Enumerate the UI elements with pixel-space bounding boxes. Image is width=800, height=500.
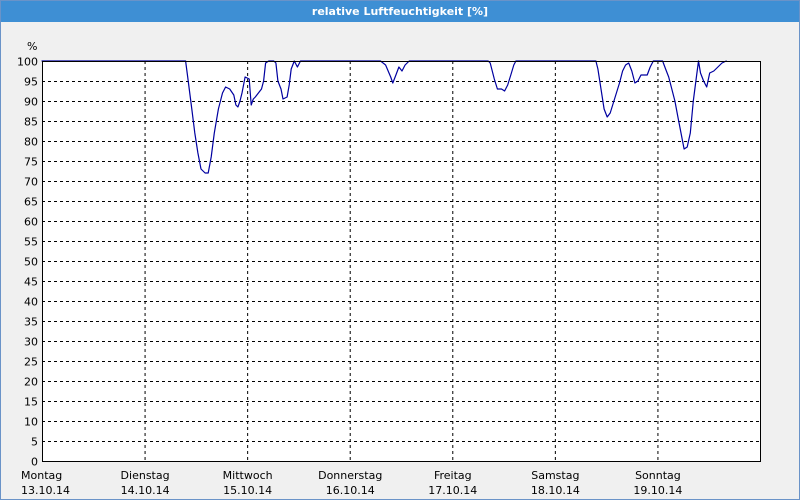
x-tick-date: 19.10.14 <box>633 484 682 497</box>
y-tick-label: 20 <box>24 376 38 389</box>
x-tick-date: 14.10.14 <box>121 484 170 497</box>
y-tick-label: 25 <box>24 356 38 369</box>
x-tick-weekday: Freitag <box>434 469 472 482</box>
y-tick-label: 5 <box>31 436 38 449</box>
x-tick-date: 13.10.14 <box>21 484 70 497</box>
x-tick-weekday: Samstag <box>531 469 579 482</box>
y-tick-label: 40 <box>24 296 38 309</box>
y-tick-label: 50 <box>24 256 38 269</box>
y-tick-label: 75 <box>24 156 38 169</box>
y-tick-label: 30 <box>24 336 38 349</box>
y-tick-label: 35 <box>24 316 38 329</box>
y-tick-label: 80 <box>24 136 38 149</box>
y-tick-label: 10 <box>24 416 38 429</box>
x-tick-weekday: Dienstag <box>121 469 170 482</box>
y-tick-label: 85 <box>24 116 38 129</box>
y-tick-label: 100 <box>17 56 38 69</box>
humidity-line-chart: 0 5 10 15 20 25 30 35 40 45 50 55 60 65 70 75 80 85 90 95 10… <box>17 40 761 497</box>
x-tick-weekday: Mittwoch <box>223 469 273 482</box>
y-tick-label: 0 <box>31 456 38 469</box>
chart-area: 0 5 10 15 20 25 30 35 40 45 50 55 60 65 70 75 80 85 90 95 10… <box>1 22 799 499</box>
y-tick-label: 60 <box>24 216 38 229</box>
y-tick-label: 65 <box>24 196 38 209</box>
x-tick-weekday: Montag <box>21 469 62 482</box>
y-tick-label: 55 <box>24 236 38 249</box>
x-tick-date: 16.10.14 <box>326 484 375 497</box>
x-tick-date: 15.10.14 <box>223 484 272 497</box>
y-tick-label: 90 <box>24 96 38 109</box>
window-title: relative Luftfeuchtigkeit [%] <box>1 1 799 22</box>
x-tick-weekday: Donnerstag <box>318 469 382 482</box>
y-tick-label: 45 <box>24 276 38 289</box>
plot-border <box>42 61 761 462</box>
y-tick-label: 70 <box>24 176 38 189</box>
x-tick-weekday: Sonntag <box>635 469 681 482</box>
y-tick-label: 15 <box>24 396 38 409</box>
plot-background <box>42 61 760 461</box>
x-tick-date: 18.10.14 <box>531 484 580 497</box>
x-tick-date: 17.10.14 <box>428 484 477 497</box>
y-tick-label: 95 <box>24 76 38 89</box>
y-axis-unit-label: % <box>27 40 37 53</box>
